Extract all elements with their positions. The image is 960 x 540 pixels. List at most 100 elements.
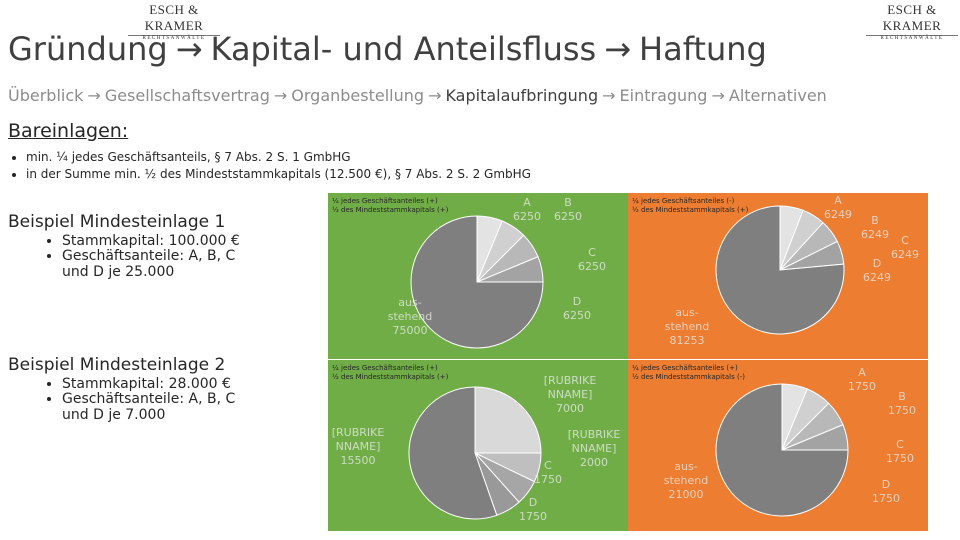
legend: ¼ jedes Geschäftsanteiles (+) ½ des Minde… <box>332 197 448 215</box>
legend-line: ¼ jedes Geschäftsanteiles (+) <box>632 364 738 372</box>
data-label: C 1750 <box>513 459 583 487</box>
data-label: [RUBRIKE NNAME] 2000 <box>559 428 629 470</box>
value-label: 81253 <box>669 334 705 347</box>
category-label: [RUBRIKE NNAME] <box>543 374 597 401</box>
bullet: in der Summe min. ½ des Mindeststammkapi… <box>26 166 531 183</box>
arrow: → <box>428 86 442 105</box>
pie-slice <box>474 386 542 454</box>
breadcrumb-item: Alternativen <box>728 86 827 105</box>
breadcrumb-item: Organbestellung <box>291 86 425 105</box>
value-label: 15500 <box>340 454 376 467</box>
title-part: Gründung <box>8 30 168 68</box>
category-label: C <box>901 234 909 247</box>
value-label: 6249 <box>824 208 852 221</box>
logo-name: ESCH & KRAMER <box>882 2 942 33</box>
category-label: [RUBRIKE NNAME] <box>567 428 621 455</box>
data-label: B 1750 <box>867 390 937 418</box>
data-label: [RUBRIKE NNAME] 7000 <box>535 374 605 416</box>
category-label: B <box>898 390 906 403</box>
data-label: C 1750 <box>865 438 935 466</box>
example-title: Beispiel Mindesteinlage 1 <box>8 212 226 232</box>
value-label: 6249 <box>891 248 919 261</box>
category-label: D <box>572 295 582 308</box>
value-label: 1750 <box>519 510 547 523</box>
data-label: B 6250 <box>533 196 603 224</box>
bullet: Stammkapital: 100.000 € <box>62 233 262 249</box>
arrow: → <box>87 86 101 105</box>
example-list: Stammkapital: 100.000 € Geschäftsanteile… <box>8 233 262 280</box>
data-label: B 6249 <box>840 214 910 242</box>
category-label: [RUBRIKE NNAME] <box>331 426 385 453</box>
data-label: C 6249 <box>870 234 940 262</box>
category-label: D <box>872 257 882 270</box>
data-label: A 1750 <box>827 366 897 394</box>
bullet: Geschäftsanteile: A, B, C und D je 7.000 <box>62 392 262 423</box>
data-label: D 6249 <box>842 257 912 285</box>
legend-line: ¼ jedes Geschäftsanteiles (-) <box>632 197 735 205</box>
breadcrumb: Überblick → Gesellschaftsvertrag → Organbest… <box>8 86 827 105</box>
example-list: Stammkapital: 28.000 € Geschäftsanteile:… <box>8 376 262 423</box>
category-label: aus- stehend <box>387 296 433 323</box>
value-label: 6250 <box>513 210 541 223</box>
data-label: aus- stehend 81253 <box>652 306 722 348</box>
section-heading: Bareinlagen: <box>8 120 129 142</box>
title-part: Haftung <box>639 30 767 68</box>
category-label: C <box>896 438 904 451</box>
legend-line: ½ des Mindeststammkapitals (+) <box>332 206 449 214</box>
legend: ¼ jedes Geschäftsanteiles (+) ½ des Minde… <box>332 364 448 382</box>
pie-slice <box>410 215 544 349</box>
title: Gründung → Kapital- und Anteilsfluss → Haftu… <box>8 30 767 68</box>
category-label: B <box>871 214 879 227</box>
bullet-list: min. ¼ jedes Geschäftsanteils, § 7 Abs. … <box>8 149 531 183</box>
logo-name: ESCH & KRAMER <box>144 2 204 33</box>
value-label: 6250 <box>563 309 591 322</box>
legend-line: ½ des Mindeststammkapitals (+) <box>632 206 749 214</box>
category-label: A <box>834 194 842 207</box>
title-part: Kapital- und Anteilsfluss <box>210 30 597 68</box>
arrow: → <box>273 86 288 105</box>
legend-line: ¼ jedes Geschäftsanteiles (+) <box>332 197 438 205</box>
value-label: 1750 <box>534 473 562 486</box>
bullet: Stammkapital: 28.000 € <box>62 376 262 392</box>
value-label: 1750 <box>888 404 916 417</box>
value-label: 2000 <box>580 456 608 469</box>
value-label: 1750 <box>872 492 900 505</box>
breadcrumb-item: Eintragung <box>619 86 708 105</box>
bullet: min. ¼ jedes Geschäftsanteils, § 7 Abs. … <box>26 149 531 166</box>
pie-slice <box>408 386 498 520</box>
category-label: B <box>564 196 572 209</box>
value-label: 6250 <box>554 210 582 223</box>
breadcrumb-item: Gesellschaftsvertrag <box>104 86 270 105</box>
legend: ¼ jedes Geschäftsanteiles (-) ½ des Minde… <box>632 197 748 215</box>
legend-line: ½ des Mindeststammkapitals (+) <box>332 373 449 381</box>
category-label: A <box>523 196 531 209</box>
pie-slice <box>715 383 849 517</box>
data-label: A 6250 <box>492 196 562 224</box>
data-label: aus- stehend 75000 <box>375 296 445 338</box>
data-label: D 1750 <box>498 496 568 524</box>
example: Beispiel Mindesteinlage 2 Stammkapital: … <box>8 355 262 423</box>
arrow: → <box>602 86 616 105</box>
example-title: Beispiel Mindesteinlage 2 <box>8 355 226 375</box>
category-label: D <box>528 496 538 509</box>
data-label: C 6250 <box>557 246 627 274</box>
logo: ESCH & KRAMER RECHTSANWÄLTE <box>128 2 220 41</box>
category-label: C <box>588 246 596 259</box>
legend-line: ¼ jedes Geschäftsanteiles (+) <box>332 364 438 372</box>
logo-subtitle: RECHTSANWÄLTE <box>866 35 958 41</box>
category-label: A <box>858 366 866 379</box>
value-label: 6250 <box>578 260 606 273</box>
category-label: D <box>881 478 891 491</box>
legend: ¼ jedes Geschäftsanteiles (+) ½ des Minde… <box>632 364 745 382</box>
category-label: aus- stehend <box>663 460 709 487</box>
value-label: 1750 <box>886 452 914 465</box>
breadcrumb-item: Kapitalaufbringung <box>445 86 599 105</box>
data-label: [RUBRIKE NNAME] 15500 <box>323 426 393 468</box>
value-label: 7000 <box>556 402 584 415</box>
legend-line: ½ des Mindeststammkapitals (-) <box>632 373 745 381</box>
breadcrumb-item: Überblick <box>8 86 84 105</box>
category-label: aus- stehend <box>664 306 710 333</box>
value-label: 6249 <box>861 228 889 241</box>
